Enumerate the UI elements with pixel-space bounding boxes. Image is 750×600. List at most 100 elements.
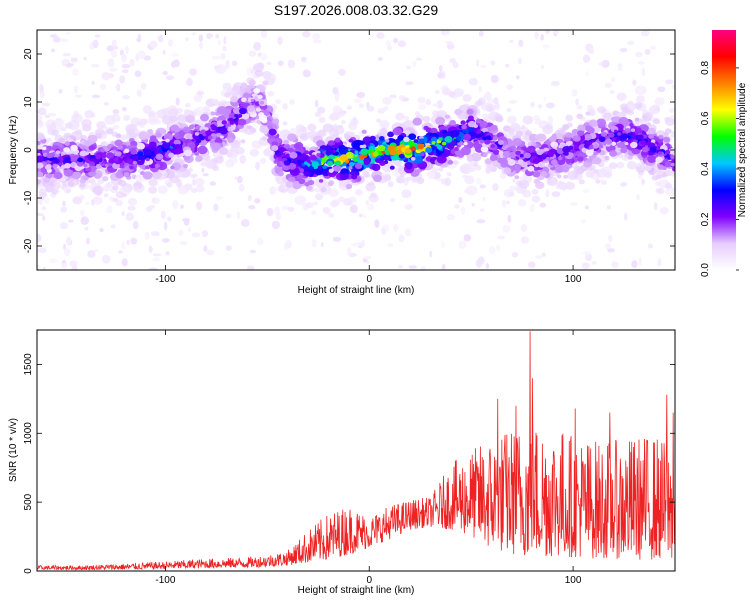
heatmap-cell (550, 80, 560, 86)
heatmap-cell (84, 110, 95, 119)
heatmap-cell (314, 168, 323, 176)
heatmap-cell (651, 174, 659, 181)
heatmap-cell (501, 199, 507, 208)
heatmap-cell (406, 65, 411, 70)
heatmap-cell (257, 94, 263, 100)
heatmap-cell (434, 89, 440, 95)
heatmap-x-axis: -100 0 100 (155, 30, 582, 285)
heatmap-cell (207, 135, 213, 140)
heatmap-cell (246, 265, 255, 270)
snr-y-axis: 0 500 1000 1500 (23, 353, 675, 574)
heatmap-cell (621, 154, 630, 161)
heatmap-cell (334, 151, 339, 156)
heatmap-cell (644, 48, 651, 56)
heatmap-cell (584, 125, 593, 132)
heatmap-cell (187, 227, 191, 232)
heatmap-cell (247, 125, 252, 130)
heatmap-cell (65, 236, 72, 245)
heatmap-cell (278, 60, 284, 66)
heatmap-xlabel: Height of straight line (km) (298, 285, 415, 296)
heatmap-cell (480, 146, 489, 153)
heatmap-cell (442, 87, 452, 96)
heatmap-cell (387, 243, 394, 248)
heatmap-cell (79, 150, 88, 157)
heatmap-cell (387, 145, 396, 152)
heatmap-cell (163, 133, 174, 141)
heatmap-cell (405, 81, 414, 85)
heatmap-cell (441, 141, 447, 146)
heatmap-cell (567, 170, 579, 180)
heatmap-cell (447, 160, 454, 165)
heatmap-cell (287, 59, 296, 69)
heatmap-cell (606, 205, 611, 210)
heatmap-cell (507, 214, 512, 223)
heatmap-cell (453, 88, 464, 97)
heatmap-cell (177, 184, 190, 195)
heatmap-cell (372, 151, 379, 157)
heatmap-cell (453, 138, 458, 143)
heatmap-cell (174, 148, 182, 155)
heatmap-cell (227, 87, 234, 93)
heatmap-cell (571, 89, 578, 97)
heatmap-cell (118, 179, 127, 187)
heatmap-cell (307, 123, 317, 132)
heatmap-cell (320, 242, 324, 247)
heatmap-cell (537, 161, 546, 168)
heatmap-cell (94, 249, 99, 253)
heatmap-cell (148, 178, 158, 187)
heatmap-cell (479, 184, 486, 189)
heatmap-cell (641, 146, 649, 153)
x-tick-label: 0 (366, 575, 372, 586)
heatmap-cell (220, 135, 224, 139)
heatmap-cell (575, 98, 579, 106)
heatmap-cell (358, 140, 366, 146)
heatmap-cell (646, 122, 652, 127)
heatmap-cell (53, 36, 61, 43)
heatmap-cell (506, 84, 514, 90)
heatmap-cell (364, 255, 372, 260)
heatmap-cell (476, 219, 486, 224)
heatmap-cell (151, 197, 160, 205)
heatmap-cell (395, 114, 404, 121)
heatmap-cell (254, 96, 259, 100)
heatmap-cell (83, 56, 87, 61)
heatmap-cell (168, 152, 175, 158)
heatmap-cell (630, 141, 638, 149)
heatmap-cell (222, 45, 227, 52)
heatmap-cell (370, 192, 377, 198)
heatmap-cell (473, 124, 478, 129)
heatmap-cell (657, 164, 665, 170)
heatmap-cell (63, 243, 67, 251)
heatmap-cell (271, 141, 279, 147)
heatmap-cell (125, 212, 134, 222)
heatmap-cell (556, 132, 563, 139)
snr-panel: -100 0 100 0 500 1000 1500 Height of straight… (8, 329, 676, 596)
heatmap-cell (43, 196, 50, 205)
heatmap-cell (143, 149, 152, 156)
heatmap-cell (536, 133, 547, 142)
heatmap-cell (515, 150, 521, 156)
heatmap-cell (170, 124, 180, 132)
heatmap-ylabel: Frequency (Hz) (8, 116, 19, 185)
heatmap-cell (223, 36, 227, 45)
heatmap-cell (446, 214, 456, 221)
heatmap-cell (183, 149, 193, 157)
heatmap-cell (640, 30, 650, 37)
heatmap-cell (268, 128, 277, 136)
heatmap-cell (620, 182, 627, 187)
heatmap-cell (440, 178, 449, 185)
heatmap-cell (535, 255, 543, 259)
heatmap-cell (106, 205, 113, 214)
heatmap-cell (609, 89, 615, 95)
heatmap-cell (497, 140, 504, 146)
heatmap-cell (385, 40, 392, 46)
heatmap-cell (641, 178, 646, 185)
heatmap-cell (234, 113, 239, 118)
heatmap-cell (395, 149, 402, 155)
heatmap-cell (338, 68, 346, 76)
heatmap-cell (359, 144, 364, 148)
heatmap-cell (61, 262, 68, 269)
heatmap-cell (266, 62, 272, 66)
heatmap-cell (102, 184, 111, 192)
heatmap-cell (175, 97, 180, 106)
